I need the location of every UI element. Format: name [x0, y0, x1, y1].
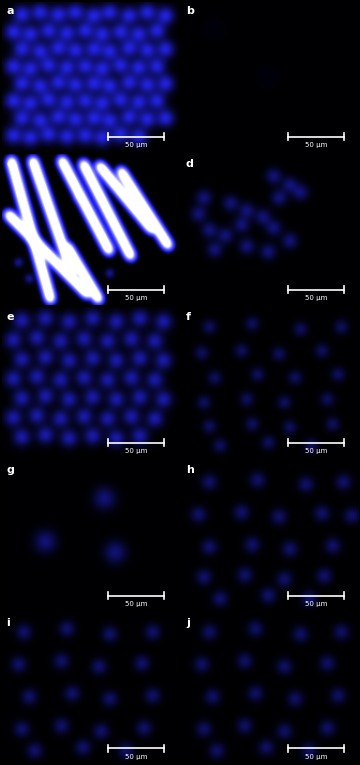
Text: 50 μm: 50 μm [305, 142, 327, 148]
Text: j: j [186, 617, 190, 627]
Text: e: e [6, 311, 14, 321]
Text: 50 μm: 50 μm [305, 295, 327, 301]
Text: c: c [6, 159, 13, 169]
Text: b: b [186, 6, 194, 16]
Text: d: d [186, 159, 194, 169]
Text: 50 μm: 50 μm [125, 601, 147, 607]
Text: 50 μm: 50 μm [125, 295, 147, 301]
Text: 50 μm: 50 μm [305, 601, 327, 607]
Text: 50 μm: 50 μm [125, 754, 147, 760]
Text: 50 μm: 50 μm [305, 448, 327, 454]
Text: h: h [186, 464, 194, 474]
Text: f: f [186, 311, 191, 321]
Text: i: i [6, 617, 10, 627]
Text: 50 μm: 50 μm [305, 754, 327, 760]
Text: 50 μm: 50 μm [125, 142, 147, 148]
Text: 50 μm: 50 μm [125, 448, 147, 454]
Text: a: a [6, 6, 14, 16]
Text: g: g [6, 464, 14, 474]
